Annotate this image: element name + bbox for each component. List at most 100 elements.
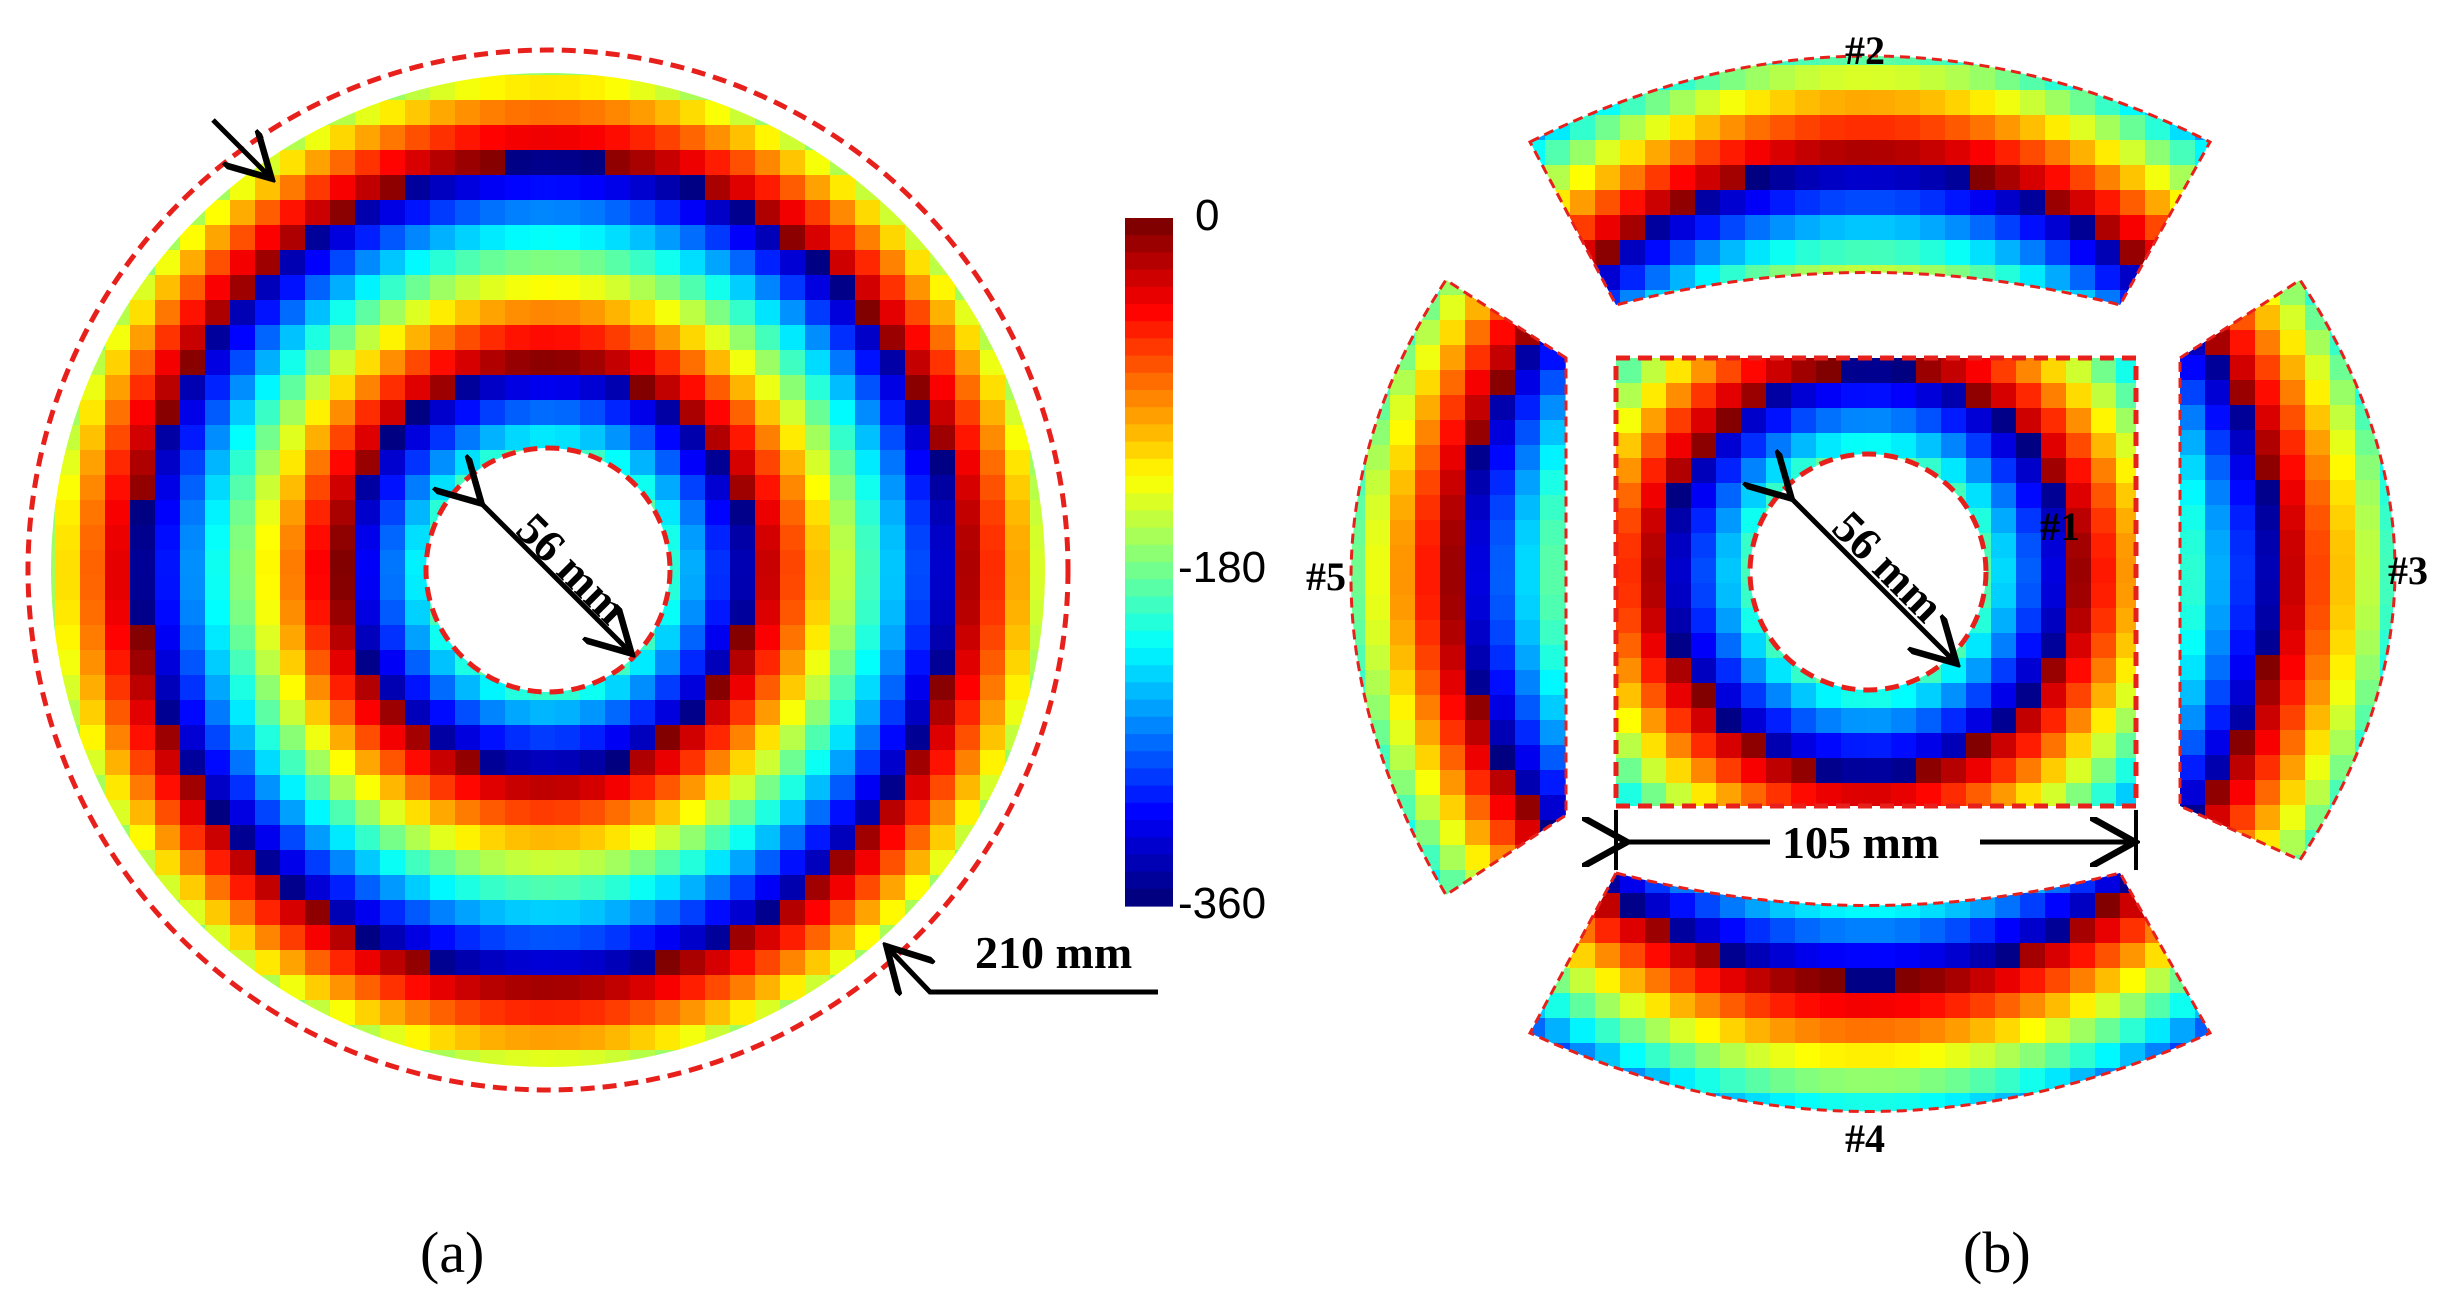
panel-a-cell	[880, 850, 906, 876]
panel-a-cell	[1005, 1050, 1031, 1067]
panel-a-cell	[855, 900, 881, 926]
panel-a-cell	[205, 325, 231, 351]
panel-a-cell	[880, 525, 906, 551]
panel-a-cell	[255, 975, 281, 1001]
panel-a-cell	[905, 450, 931, 476]
panel-a-cell	[780, 725, 806, 751]
panel-a-cell	[1030, 100, 1045, 126]
panel-b-segment-3-cell	[2180, 830, 2206, 856]
panel-b-segment-1-cell	[2016, 658, 2042, 684]
panel-a-cell	[755, 300, 781, 326]
panel-b-segment-4-cell	[1820, 1018, 1846, 1044]
panel-a-cell	[55, 1075, 81, 1101]
panel-a-cell	[55, 325, 81, 351]
panel-b-segment-5-cell	[1465, 320, 1491, 346]
panel-b-segment-3-cell	[2280, 505, 2306, 531]
panel-a-cell	[355, 1025, 381, 1051]
panel-a-cell	[680, 525, 706, 551]
panel-a-cell	[955, 550, 981, 576]
panel-a-cell	[480, 1050, 506, 1067]
panel-b-segment-3-cell	[2380, 480, 2395, 506]
panel-a-cell	[330, 125, 356, 151]
panel-b-segment-4-cell	[1770, 968, 1796, 994]
panel-b-segment-2-cell	[1920, 265, 1946, 291]
panel-a-cell	[880, 750, 906, 776]
panel-b-segment-3-cell	[2205, 480, 2231, 506]
panel-b-segment-5-cell	[1365, 895, 1391, 921]
panel-b-segment-1-cell	[1941, 708, 1967, 734]
panel-a-cell	[180, 475, 206, 501]
panel-a-cell	[355, 150, 381, 176]
panel-a-cell	[305, 925, 331, 951]
panel-a-cell	[130, 575, 156, 601]
panel-a-cell	[1005, 975, 1031, 1001]
panel-a-cell	[180, 550, 206, 576]
panel-a-cell	[480, 300, 506, 326]
panel-b-segment-1-cell	[1916, 708, 1942, 734]
panel-a-cell	[1005, 675, 1031, 701]
panel-a-cell	[480, 700, 506, 726]
panel-b-segment-2-cell	[1970, 90, 1996, 116]
panel-a-cell	[430, 725, 456, 751]
panel-b-segment-4-cell	[1570, 943, 1596, 969]
panel-a-cell	[955, 375, 981, 401]
panel-b-segment-3-cell	[2355, 555, 2381, 581]
panel-b-segment-5-cell	[1565, 370, 1566, 396]
panel-b-segment-2-cell	[1620, 190, 1646, 216]
panel-b-segment-2-cell	[1645, 115, 1671, 141]
panel-b-segment-4-cell	[2195, 893, 2210, 919]
panel-b-segment-1-cell	[1966, 633, 1992, 659]
panel-b-segment-1-cell	[2041, 383, 2067, 409]
panel-a-cell	[630, 900, 656, 926]
panel-b-segment-1-cell	[1766, 383, 1792, 409]
panel-a-cell	[355, 600, 381, 626]
panel-a-cell	[755, 500, 781, 526]
panel-b-segment-5-cell	[1415, 395, 1441, 421]
panel-a-cell	[355, 725, 381, 751]
panel-a-cell	[530, 800, 556, 826]
panel-b-segment-4-cell	[1745, 993, 1771, 1019]
panel-a-cell	[230, 200, 256, 226]
panel-b-segment-3-cell	[2455, 380, 2460, 406]
panel-a-cell	[680, 300, 706, 326]
panel-a-cell	[905, 800, 931, 826]
panel-a-cell	[580, 750, 606, 776]
panel-a-cell	[405, 775, 431, 801]
panel-a-cell	[730, 375, 756, 401]
panel-b-segment-3-cell	[2280, 780, 2306, 806]
panel-b-segment-1-cell	[1791, 408, 1817, 434]
panel-a-cell	[380, 425, 406, 451]
panel-a-cell	[280, 250, 306, 276]
panel-b-segment-2-cell	[2120, 215, 2146, 241]
panel-a-cell	[555, 175, 581, 201]
panel-b-segment-4-cell	[2020, 873, 2046, 894]
panel-a-cell	[380, 400, 406, 426]
panel-b-segment-1-cell	[2066, 783, 2092, 806]
panel-b-segment-1-cell	[1941, 383, 1967, 409]
panel-a-cell	[430, 275, 456, 301]
panel-b-segment-1-cell	[1691, 558, 1717, 584]
panel-a-cell	[880, 325, 906, 351]
panel-a-cell	[930, 750, 956, 776]
panel-a-cell	[830, 375, 856, 401]
panel-a-cell	[830, 825, 856, 851]
panel-a-cell	[305, 200, 331, 226]
panel-a-cell	[330, 775, 356, 801]
panel-b-segment-4-cell	[1995, 1068, 2021, 1094]
panel-a-cell	[80, 600, 106, 626]
panel-b-segment-5-cell	[1540, 280, 1566, 296]
panel-a-cell	[705, 425, 731, 451]
panel-b-segment-5-cell	[1315, 895, 1341, 921]
panel-a-cell	[480, 400, 506, 426]
panel-b-segment-4-cell	[1645, 1018, 1671, 1044]
panel-b-segment-3-cell	[2280, 630, 2306, 656]
panel-a-cell	[355, 950, 381, 976]
panel-b-segment-2-cell	[1695, 115, 1721, 141]
colorbar-swatch	[1125, 579, 1173, 597]
panel-a-cell	[430, 1050, 456, 1067]
panel-a-cell	[580, 1025, 606, 1051]
panel-b-segment-5-cell	[1290, 395, 1316, 421]
panel-a-cell	[880, 575, 906, 601]
panel-a-cell	[580, 1050, 606, 1067]
panel-a-cell	[705, 1025, 731, 1051]
